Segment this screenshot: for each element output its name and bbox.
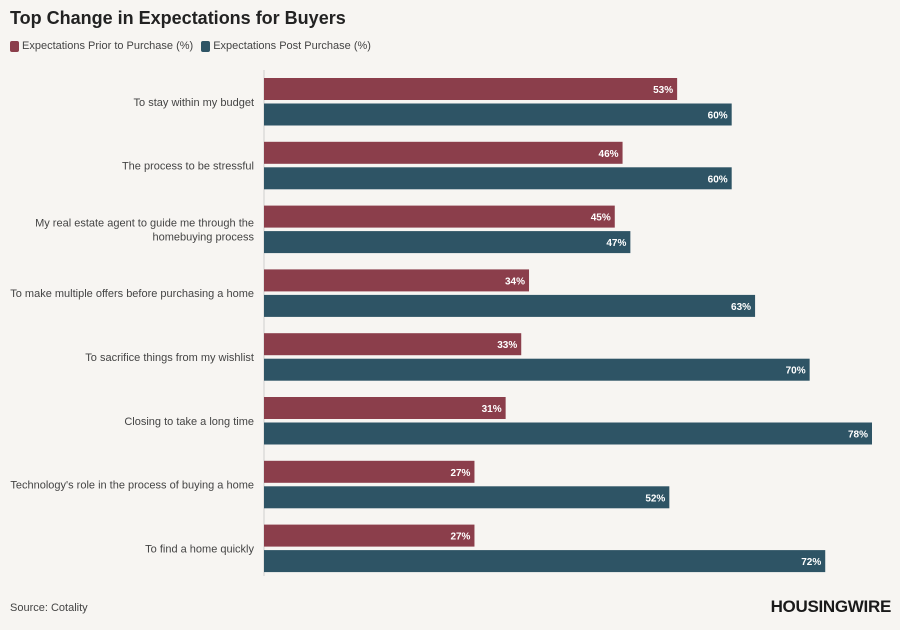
bar-post [264,422,872,445]
category-label: To find a home quickly [145,543,254,555]
bar-value-label: 31% [482,404,502,415]
bar-value-label: 52% [645,493,665,504]
chart-legend: Expectations Prior to Purchase (%) Expec… [10,40,379,52]
bar-value-label: 27% [450,532,470,543]
category-label: To make multiple offers before purchasin… [10,288,254,300]
bar-value-label: 60% [708,111,728,122]
category-label: To sacrifice things from my wishlist [85,352,254,364]
category-label: To stay within my budget [134,97,254,109]
legend-label-post: Expectations Post Purchase (%) [213,40,371,52]
category-label: My real estate agent to guide me through… [35,217,254,243]
bar-value-label: 70% [786,366,806,377]
category-label: Closing to take a long time [124,416,254,428]
bar-value-label: 46% [599,149,619,160]
legend-swatch-prior [10,40,19,52]
bar-value-label: 60% [708,174,728,185]
bar-post [264,294,756,317]
bar-post [264,486,670,509]
legend-item-prior: Expectations Prior to Purchase (%) [10,40,193,52]
legend-swatch-post [201,40,211,52]
bar-value-label: 63% [731,302,751,313]
bar-prior [264,333,522,356]
category-label: Technology's role in the process of buyi… [10,480,254,492]
bar-prior [264,141,623,164]
bar-post [264,550,826,573]
bar-post [264,358,810,381]
bar-value-label: 33% [497,340,517,351]
bar-value-label: 45% [591,213,611,224]
bar-value-label: 72% [801,557,821,568]
bar-value-label: 47% [606,238,626,249]
bar-value-label: 34% [505,276,525,287]
bar-value-label: 78% [848,430,868,441]
bar-prior [264,205,615,228]
bar-prior [264,460,475,483]
category-label: The process to be stressful [122,161,254,173]
bar-prior [264,524,475,547]
bar-prior [264,397,506,419]
bar-post [264,167,732,190]
bar-post [264,231,631,254]
source-note: Source: Cotality [10,602,88,614]
legend-item-post: Expectations Post Purchase (%) [201,40,371,52]
housingwire-logo: HOUSINGWIRE [770,597,892,616]
bar-prior [264,269,530,292]
bar-value-label: 27% [450,468,470,479]
chart-title: Top Change in Expectations for Buyers [10,8,346,28]
legend-label-prior: Expectations Prior to Purchase (%) [22,40,194,52]
bar-post [264,103,732,126]
bar-value-label: 53% [653,85,673,96]
bar-prior [264,78,678,100]
